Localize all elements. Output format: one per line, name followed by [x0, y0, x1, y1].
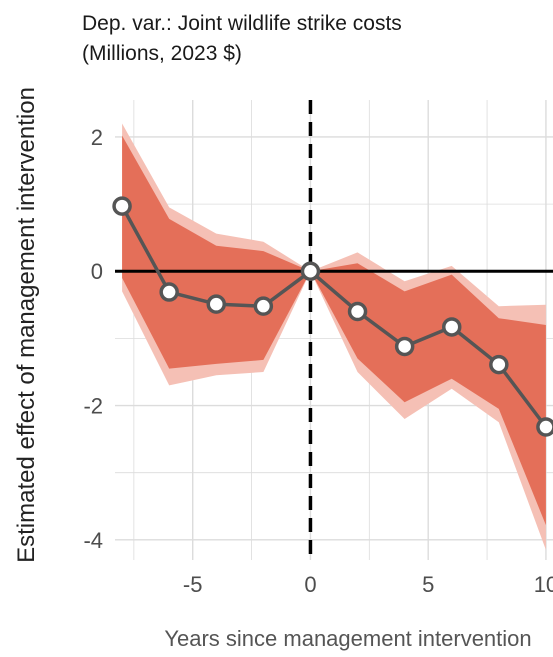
- tick-labels: -5 0 5 10 -4 -2 0 2: [83, 125, 553, 597]
- x-axis-title: Years since management intervention: [164, 626, 531, 651]
- x-tick-label: 10: [534, 572, 553, 597]
- estimate-point: [536, 417, 553, 437]
- chart-title-line-1: Dep. var.: Joint wildlife strike costs: [82, 12, 402, 35]
- chart-title-line-2: (Millions, 2023 $): [82, 42, 242, 65]
- estimate-point: [489, 354, 509, 375]
- estimate-points: [112, 196, 553, 437]
- estimate-point: [347, 301, 368, 322]
- reference-lines: [115, 100, 553, 560]
- estimate-line: [120, 205, 548, 429]
- chart-title: Dep. var.: Joint wildlife strike costs (…: [82, 12, 402, 65]
- y-tick-label: -2: [83, 394, 103, 419]
- estimate-point: [300, 261, 321, 281]
- estimate-point: [253, 296, 274, 316]
- estimate-series: [120, 205, 548, 429]
- x-tick-label: 0: [304, 572, 316, 597]
- y-tick-label: -4: [83, 528, 103, 553]
- estimate-point: [206, 294, 227, 314]
- estimate-point: [441, 317, 462, 337]
- x-tick-label: 5: [422, 572, 434, 597]
- estimate-point: [394, 336, 415, 357]
- estimate-point: [159, 282, 179, 302]
- y-axis-title: Estimated effect of management intervent…: [13, 87, 40, 563]
- y-tick-label: 2: [91, 125, 103, 150]
- estimate-point: [112, 196, 132, 216]
- inner-confidence-band: [122, 135, 546, 526]
- x-tick-label: -5: [183, 572, 203, 597]
- confidence-bands: [122, 123, 546, 550]
- y-tick-label: 0: [91, 259, 103, 284]
